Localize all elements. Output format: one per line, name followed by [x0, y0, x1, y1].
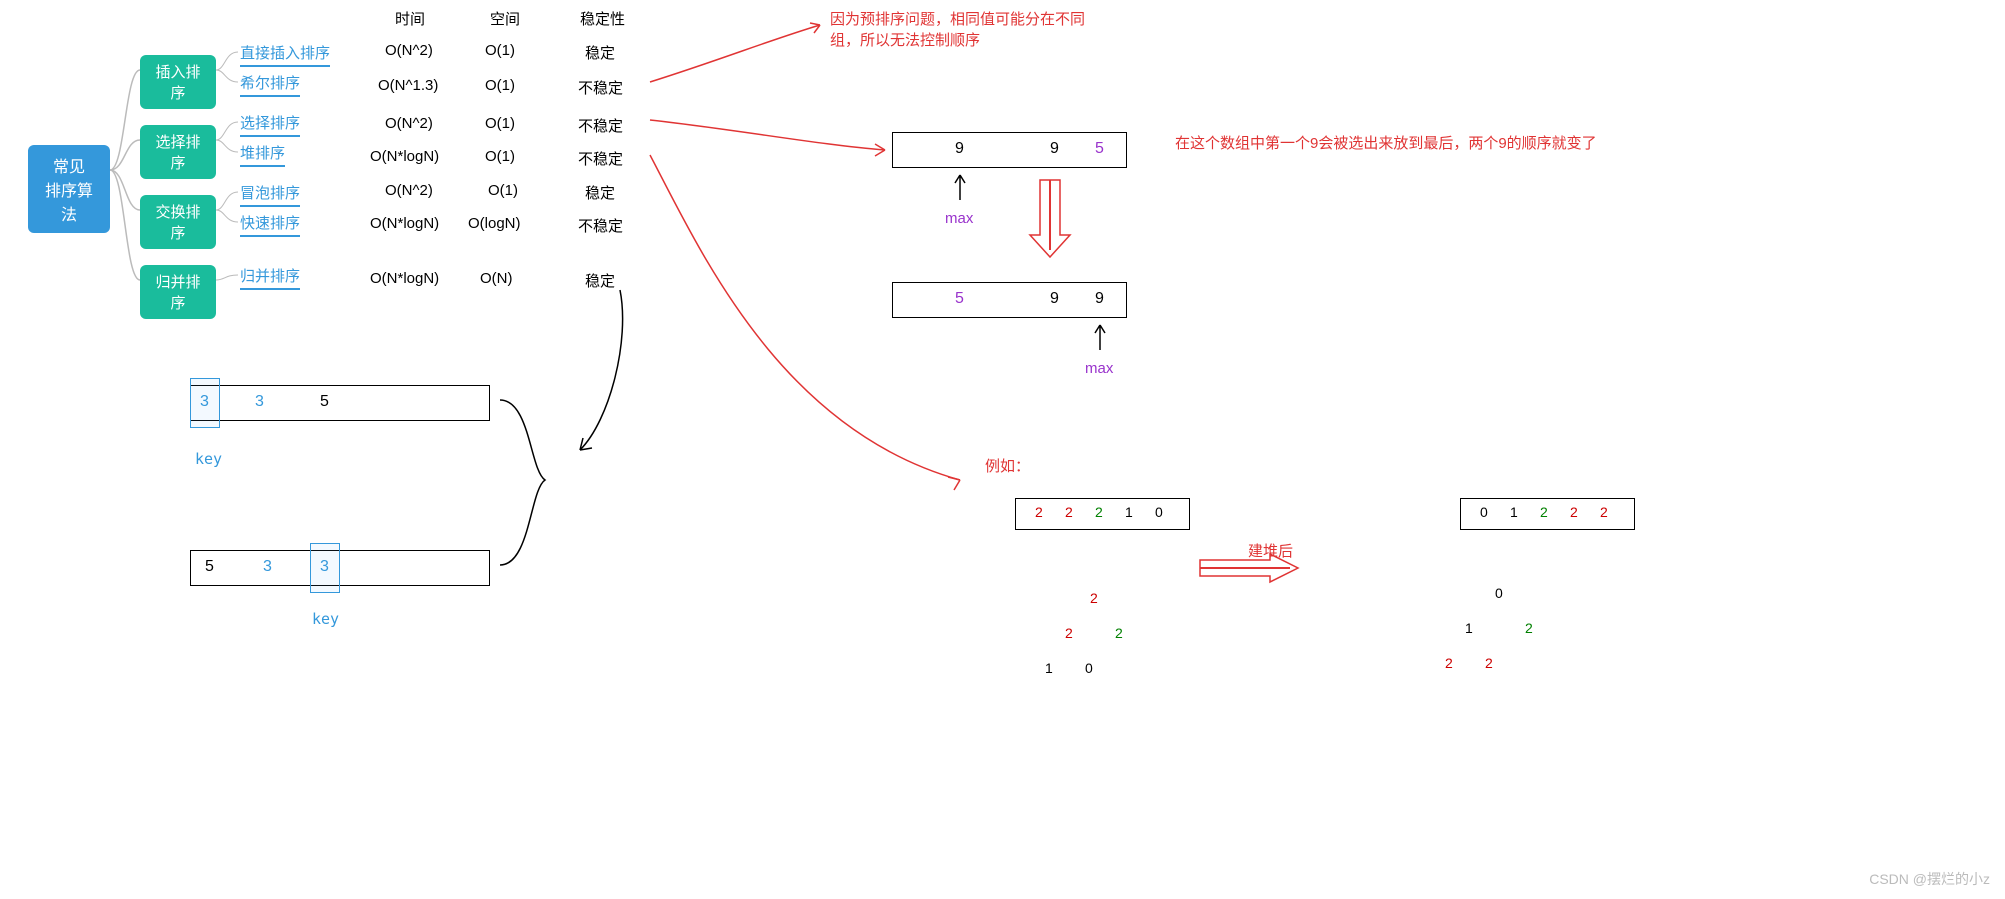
r3-stable: 不稳定 — [578, 148, 623, 169]
select-arr2-2: 9 — [1095, 290, 1104, 308]
watermark: CSDN @摆烂的小z — [1869, 869, 1990, 889]
r6-time: O(N*logN) — [370, 270, 439, 287]
root-node: 常见 排序算法 — [28, 145, 110, 233]
htb-0: 2 — [1090, 590, 1098, 606]
htb-3: 1 — [1045, 660, 1053, 676]
select-max1: max — [945, 210, 973, 227]
hta-2: 2 — [1525, 620, 1533, 636]
merge-top-2: 5 — [320, 393, 329, 411]
merge-top-keylabel: key — [195, 450, 222, 468]
r4-time: O(N^2) — [385, 182, 433, 199]
hta-4: 2 — [1485, 655, 1493, 671]
merge-top-0: 3 — [200, 393, 209, 411]
hta-0: 0 — [1495, 585, 1503, 601]
hb-3: 1 — [1125, 504, 1133, 520]
cat-insert: 插入排序 — [140, 55, 216, 109]
leaf-select: 选择排序 — [240, 112, 300, 137]
hta-3: 2 — [1445, 655, 1453, 671]
ha-1: 1 — [1510, 504, 1518, 520]
leaf-bubble: 冒泡排序 — [240, 182, 300, 207]
select-arr1-box — [892, 132, 1127, 168]
select-arr1-0: 9 — [955, 140, 964, 158]
merge-bot-keylabel: key — [312, 610, 339, 628]
hta-1: 1 — [1465, 620, 1473, 636]
cat-merge: 归并排序 — [140, 265, 216, 319]
r0-stable: 稳定 — [585, 42, 615, 63]
r6-stable: 稳定 — [585, 270, 615, 291]
header-time: 时间 — [395, 8, 425, 29]
select-arr2-1: 9 — [1050, 290, 1059, 308]
select-arr1-2: 5 — [1095, 140, 1104, 158]
r2-space: O(1) — [485, 115, 515, 132]
r6-space: O(N) — [480, 270, 513, 287]
header-stable: 稳定性 — [580, 8, 625, 29]
ha-2: 2 — [1540, 504, 1548, 520]
r4-stable: 稳定 — [585, 182, 615, 203]
ha-4: 2 — [1600, 504, 1608, 520]
heap-title: 例如： — [985, 455, 1030, 476]
leaf-direct-insert: 直接插入排序 — [240, 42, 330, 67]
select-arr2-box — [892, 282, 1127, 318]
htb-4: 0 — [1085, 660, 1093, 676]
hb-1: 2 — [1065, 504, 1073, 520]
leaf-quick: 快速排序 — [240, 212, 300, 237]
r5-space: O(logN) — [468, 215, 521, 232]
merge-top-1: 3 — [255, 393, 264, 411]
hb-0: 2 — [1035, 504, 1043, 520]
r1-space: O(1) — [485, 77, 515, 94]
r1-stable: 不稳定 — [578, 77, 623, 98]
merge-bot-0: 5 — [205, 558, 214, 576]
cat-select: 选择排序 — [140, 125, 216, 179]
r1-time: O(N^1.3) — [378, 77, 438, 94]
ha-3: 2 — [1570, 504, 1578, 520]
htb-2: 2 — [1115, 625, 1123, 641]
select-arr1-1: 9 — [1050, 140, 1059, 158]
merge-top-box — [190, 385, 490, 421]
note-select: 在这个数组中第一个9会被选出来放到最后，两个9的顺序就变了 — [1175, 132, 1597, 153]
merge-bot-2: 3 — [320, 558, 329, 576]
leaf-shell: 希尔排序 — [240, 72, 300, 97]
r3-space: O(1) — [485, 148, 515, 165]
merge-bot-box — [190, 550, 490, 586]
select-arr2-0: 5 — [955, 290, 964, 308]
htb-1: 2 — [1065, 625, 1073, 641]
r2-stable: 不稳定 — [578, 115, 623, 136]
hb-4: 0 — [1155, 504, 1163, 520]
merge-bot-1: 3 — [263, 558, 272, 576]
r2-time: O(N^2) — [385, 115, 433, 132]
r3-time: O(N*logN) — [370, 148, 439, 165]
leaf-heap: 堆排序 — [240, 142, 285, 167]
r0-time: O(N^2) — [385, 42, 433, 59]
r5-stable: 不稳定 — [578, 215, 623, 236]
ha-0: 0 — [1480, 504, 1488, 520]
root-line2: 排序算法 — [38, 177, 100, 225]
header-space: 空间 — [490, 8, 520, 29]
r4-space: O(1) — [488, 182, 518, 199]
cat-swap: 交换排序 — [140, 195, 216, 249]
note-shell: 因为预排序问题，相同值可能分在不同 组，所以无法控制顺序 — [830, 8, 1085, 50]
root-line1: 常见 — [38, 153, 100, 177]
r0-space: O(1) — [485, 42, 515, 59]
leaf-merge: 归并排序 — [240, 265, 300, 290]
hb-2: 2 — [1095, 504, 1103, 520]
r5-time: O(N*logN) — [370, 215, 439, 232]
heap-arrow-label: 建堆后 — [1248, 540, 1293, 561]
select-max2: max — [1085, 360, 1113, 377]
